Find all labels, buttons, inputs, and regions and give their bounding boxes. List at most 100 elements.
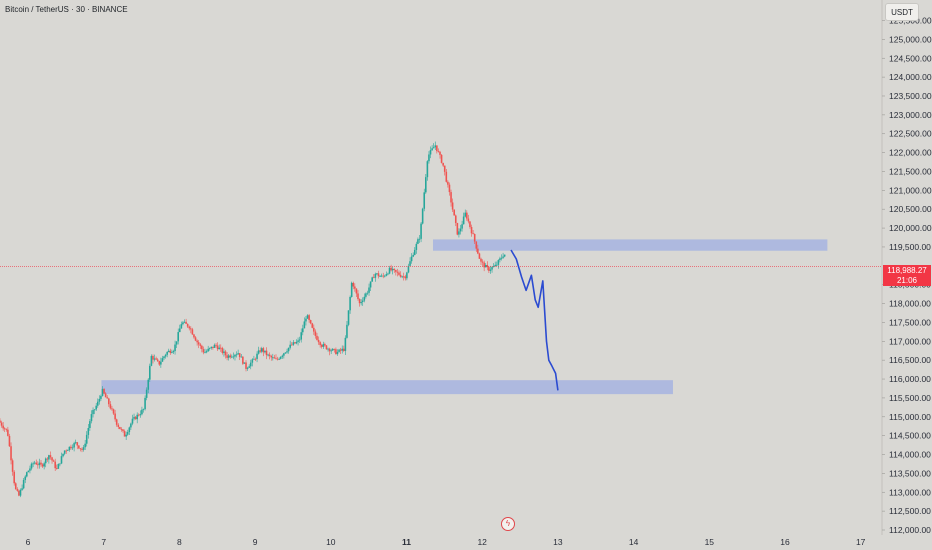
candle-body — [300, 332, 303, 340]
candle-body — [175, 341, 178, 345]
candle-body — [492, 266, 495, 268]
candle-body — [101, 388, 104, 396]
candle-body — [180, 324, 183, 329]
candle-body — [219, 347, 222, 349]
candle-body — [341, 348, 344, 351]
candle-body — [125, 434, 127, 437]
x-tick-label: 7 — [101, 537, 106, 547]
y-tick-label: 123,000.00 — [889, 110, 932, 120]
candle-body — [35, 462, 38, 465]
candle-body — [331, 348, 334, 351]
candle-body — [37, 464, 39, 466]
candle-body — [473, 234, 476, 242]
candle-body — [144, 397, 146, 410]
candle-body — [448, 184, 451, 193]
candle-body — [418, 238, 421, 240]
x-tick-label: 11 — [402, 537, 411, 547]
x-tick-label: 17 — [856, 537, 866, 547]
candle-body — [243, 362, 246, 364]
candle-body — [44, 458, 47, 464]
candle-body — [65, 450, 68, 452]
currency-button[interactable]: USDT — [885, 3, 919, 21]
candle-body — [499, 258, 501, 261]
candle-body — [71, 447, 74, 449]
y-tick-label: 122,500.00 — [889, 129, 932, 139]
candle-body — [385, 274, 388, 276]
candle-body — [317, 339, 320, 343]
candle-body — [273, 357, 276, 359]
y-tick-label: 112,500.00 — [889, 506, 931, 516]
candle-body — [67, 450, 69, 451]
candle-body — [500, 257, 503, 259]
candle-body — [401, 276, 403, 278]
candle-body — [432, 147, 435, 149]
candle-body — [309, 320, 312, 324]
candle-body — [377, 273, 380, 277]
candle-body — [434, 145, 437, 148]
y-tick-label: 118,000.00 — [889, 299, 931, 309]
y-tick-label: 119,500.00 — [889, 242, 931, 252]
candle-body — [489, 269, 492, 271]
candle-body — [160, 361, 162, 365]
candle-body — [221, 348, 224, 353]
candle-body — [417, 239, 419, 244]
candle-body — [395, 269, 397, 272]
candle-body — [145, 389, 148, 398]
candle-body — [5, 428, 8, 430]
candle-body — [349, 296, 351, 311]
candle-body — [371, 277, 373, 282]
y-tick-label: 120,500.00 — [889, 204, 932, 214]
candle-body — [292, 342, 295, 345]
x-tick-label: 10 — [326, 537, 336, 547]
candle-body — [166, 351, 168, 355]
x-tick-label: 14 — [629, 537, 639, 547]
candle-body — [305, 318, 307, 322]
support-resistance-zone[interactable] — [432, 239, 828, 251]
candle-body — [363, 296, 366, 301]
flash-icon[interactable]: ϟ — [501, 517, 515, 531]
candle-body — [390, 267, 392, 271]
y-tick-label: 115,000.00 — [889, 412, 931, 422]
candle-body — [136, 414, 138, 420]
candle-body — [108, 398, 110, 405]
candle-body — [161, 358, 164, 362]
candle-body — [232, 356, 235, 358]
candle-body — [87, 428, 90, 435]
candle-body — [313, 327, 315, 332]
candle-body — [104, 393, 107, 398]
candle-body — [242, 356, 244, 364]
candle-body — [79, 448, 82, 450]
y-tick-label: 124,000.00 — [889, 72, 932, 82]
candle-body — [29, 468, 31, 471]
candle-body — [396, 271, 399, 273]
y-tick-label: 116,500.00 — [889, 355, 931, 365]
candle-body — [202, 349, 205, 353]
candle-body — [199, 344, 202, 346]
candle-body — [379, 276, 381, 277]
y-tick-label: 115,500.00 — [889, 393, 931, 403]
projection-path[interactable] — [510, 249, 559, 391]
candle-body — [155, 358, 157, 360]
candle-body — [295, 341, 298, 344]
candle-body — [215, 344, 217, 346]
x-tick-label: 16 — [780, 537, 790, 547]
candle-body — [98, 398, 101, 402]
support-resistance-zone[interactable] — [101, 380, 673, 395]
candle-body — [265, 350, 268, 356]
candle-body — [150, 355, 153, 366]
candle-body — [38, 462, 41, 466]
candle-body — [256, 353, 258, 359]
candle-body — [259, 350, 262, 352]
candle-body — [142, 409, 145, 410]
candle-body — [268, 354, 271, 356]
candle-body — [481, 261, 484, 263]
candle-body — [223, 351, 225, 353]
y-tick-label: 116,000.00 — [889, 374, 931, 384]
candle-body — [8, 435, 11, 447]
candle-body — [339, 349, 342, 351]
candle-body — [325, 345, 328, 350]
candle-body — [19, 489, 22, 496]
candle-body — [461, 224, 463, 229]
candle-body — [81, 448, 83, 450]
